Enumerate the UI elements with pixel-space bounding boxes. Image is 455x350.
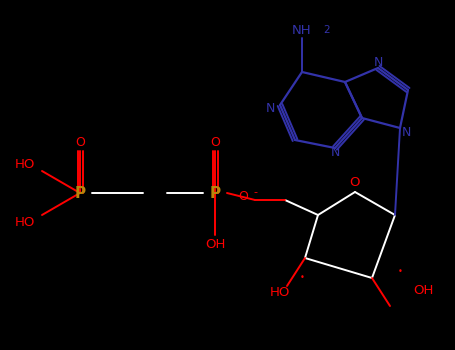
Text: N: N: [373, 56, 383, 69]
Text: -: -: [253, 187, 257, 197]
Text: O: O: [350, 176, 360, 189]
Text: HO: HO: [270, 286, 290, 299]
Text: O: O: [75, 136, 85, 149]
Text: 2: 2: [323, 25, 329, 35]
Text: OH: OH: [205, 238, 225, 252]
Text: N: N: [330, 147, 340, 160]
Text: P: P: [209, 186, 221, 201]
Text: OH: OH: [413, 284, 433, 296]
Text: O: O: [210, 136, 220, 149]
Text: NH: NH: [292, 23, 312, 36]
Text: •: •: [299, 273, 304, 282]
Text: N: N: [402, 126, 411, 139]
Text: O: O: [238, 190, 248, 203]
Text: N: N: [266, 102, 275, 114]
Text: HO: HO: [15, 159, 35, 172]
Text: HO: HO: [15, 217, 35, 230]
Text: •: •: [398, 267, 402, 276]
Text: P: P: [75, 186, 86, 201]
